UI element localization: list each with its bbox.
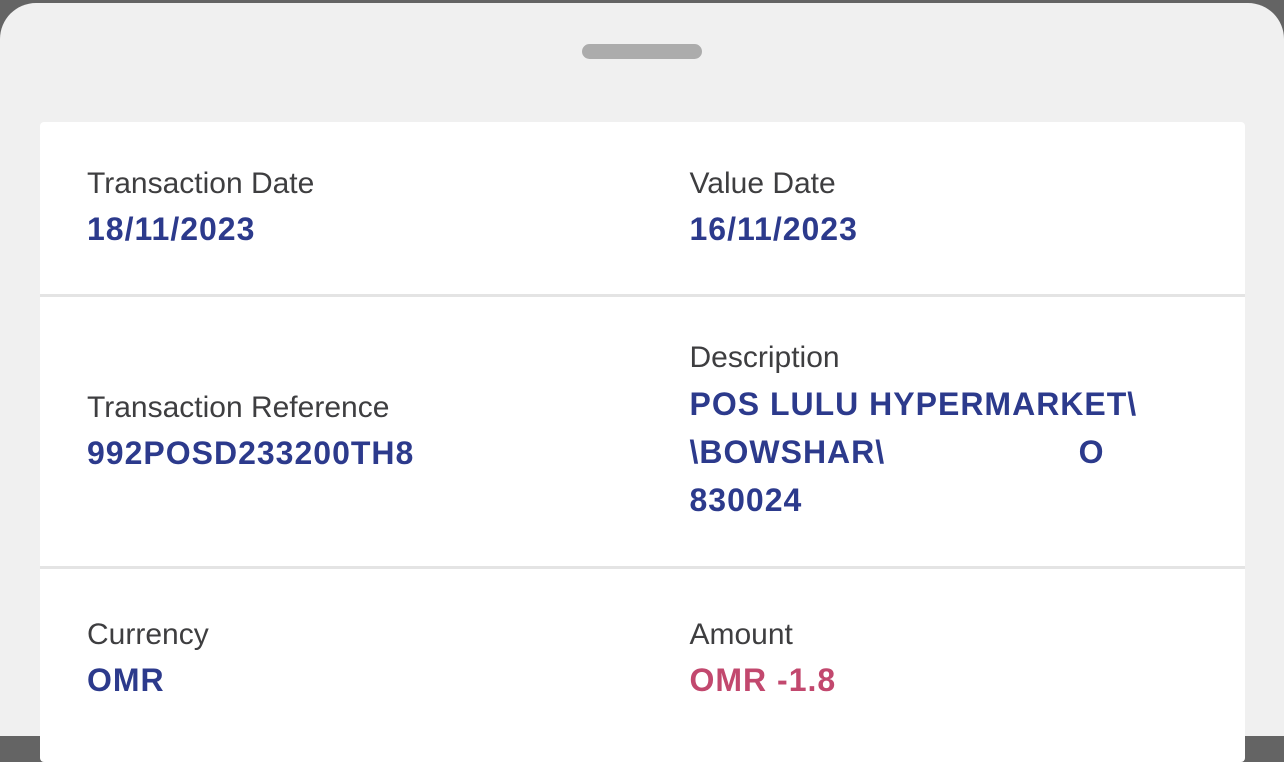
amount-field: Amount OMR -1.8 <box>643 569 1246 736</box>
description-value: POS LULU HYPERMARKET\ \BOWSHAR\ O 830024 <box>690 380 1226 524</box>
value-date-field: Value Date 16/11/2023 <box>643 122 1246 294</box>
transaction-date-value: 18/11/2023 <box>87 208 623 250</box>
transaction-details-card: Transaction Date 18/11/2023 Value Date 1… <box>40 122 1245 762</box>
value-date-label: Value Date <box>690 166 1226 202</box>
currency-field: Currency OMR <box>40 569 643 736</box>
description-line-1: POS LULU HYPERMARKET\ <box>690 380 1226 428</box>
row-currency-amount: Currency OMR Amount OMR -1.8 <box>40 569 1245 736</box>
description-line-3: 830024 <box>690 476 1226 524</box>
description-label: Description <box>690 340 1226 376</box>
description-line-2: \BOWSHAR\ O <box>690 428 1105 476</box>
amount-label: Amount <box>690 617 1226 653</box>
transaction-reference-value: 992POSD233200TH8 <box>87 432 623 474</box>
description-line-2-left: \BOWSHAR\ <box>690 428 886 476</box>
row-dates: Transaction Date 18/11/2023 Value Date 1… <box>40 122 1245 294</box>
transaction-reference-label: Transaction Reference <box>87 390 623 426</box>
description-line-2-right: O <box>1079 428 1105 476</box>
transaction-date-label: Transaction Date <box>87 166 623 202</box>
row-reference-description: Transaction Reference 992POSD233200TH8 D… <box>40 297 1245 566</box>
transaction-reference-field: Transaction Reference 992POSD233200TH8 <box>40 297 643 566</box>
currency-value: OMR <box>87 659 623 701</box>
drag-handle[interactable] <box>582 44 702 59</box>
amount-value: OMR -1.8 <box>690 659 1226 701</box>
currency-label: Currency <box>87 617 623 653</box>
transaction-date-field: Transaction Date 18/11/2023 <box>40 122 643 294</box>
transaction-details-sheet: Transaction Date 18/11/2023 Value Date 1… <box>0 3 1284 736</box>
value-date-value: 16/11/2023 <box>690 208 1226 250</box>
description-field: Description POS LULU HYPERMARKET\ \BOWSH… <box>643 297 1246 566</box>
